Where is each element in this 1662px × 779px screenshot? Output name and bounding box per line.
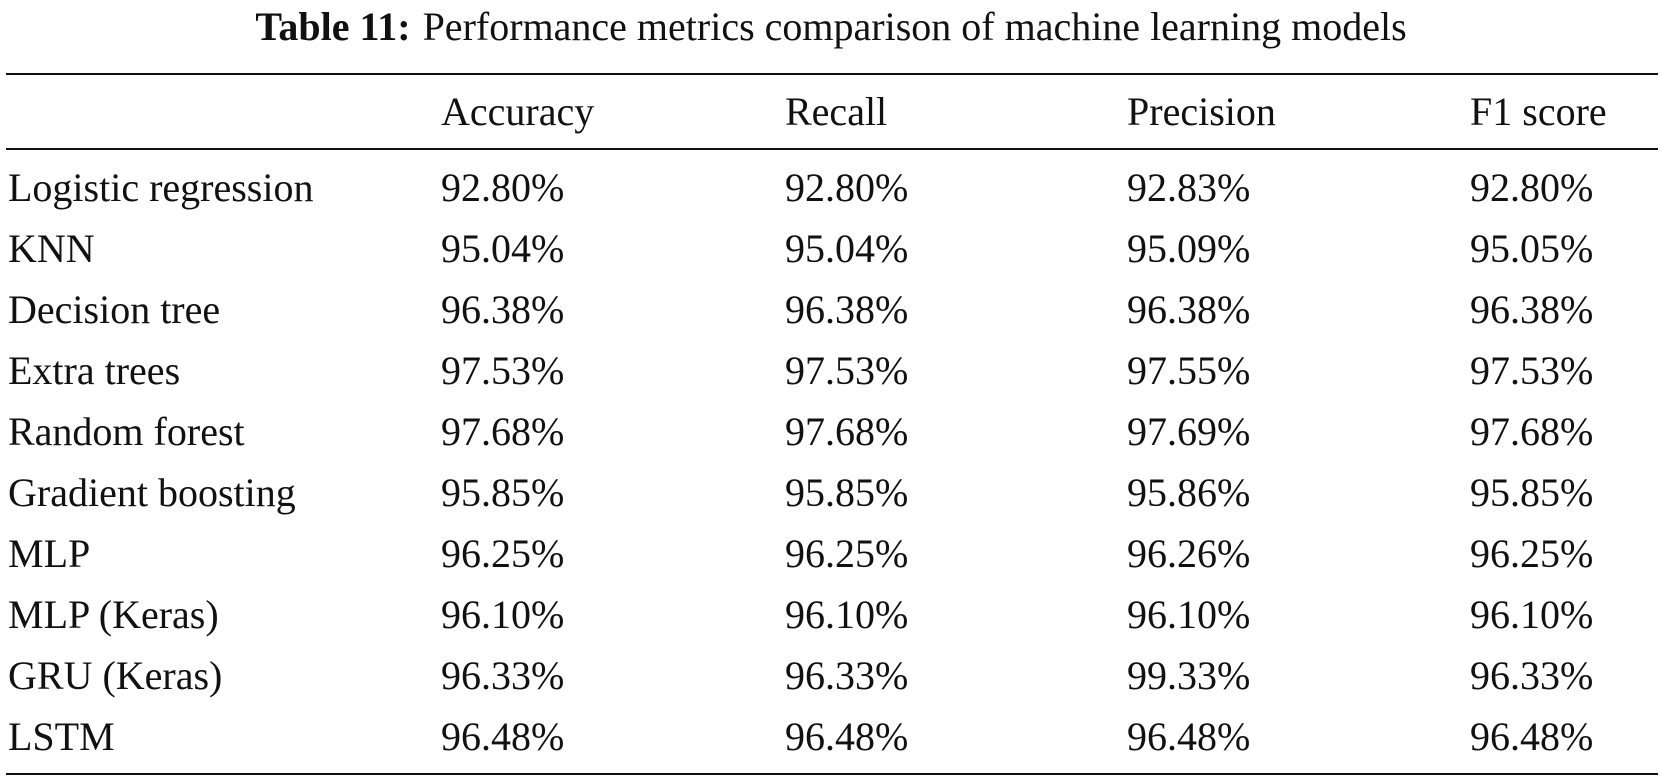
f1-value: 96.33% <box>1470 653 1594 698</box>
recall-value: 96.48% <box>785 714 909 759</box>
accuracy-value: 96.33% <box>441 653 565 698</box>
table-bottom-rule <box>6 773 1658 775</box>
precision-value: 95.86% <box>1127 470 1251 515</box>
f1-value: 92.80% <box>1470 165 1594 210</box>
table-row: Decision tree 96.38% 96.38% 96.38% 96.38… <box>0 280 1662 341</box>
table-caption-text: Performance metrics comparison of machin… <box>422 4 1407 49</box>
recall-value: 95.85% <box>785 470 909 515</box>
model-name: Decision tree <box>8 287 221 332</box>
header-f1-score: F1 score <box>1470 89 1607 134</box>
table-row: KNN 95.04% 95.04% 95.09% 95.05% <box>0 219 1662 280</box>
table-row: LSTM 96.48% 96.48% 96.48% 96.48% <box>0 707 1662 768</box>
precision-value: 97.69% <box>1127 409 1251 454</box>
model-name: MLP (Keras) <box>8 592 219 637</box>
accuracy-value: 96.48% <box>441 714 565 759</box>
table-row: Gradient boosting 95.85% 95.85% 95.86% 9… <box>0 463 1662 524</box>
precision-value: 96.38% <box>1127 287 1251 332</box>
model-name: Extra trees <box>8 348 181 393</box>
table-top-rule <box>6 73 1658 75</box>
model-name: KNN <box>8 226 95 271</box>
f1-value: 95.85% <box>1470 470 1594 515</box>
accuracy-value: 97.68% <box>441 409 565 454</box>
accuracy-value: 95.04% <box>441 226 565 271</box>
table-header-row: Accuracy Recall Precision F1 score <box>0 77 1662 147</box>
accuracy-value: 96.38% <box>441 287 565 332</box>
table-row: Random forest 97.68% 97.68% 97.69% 97.68… <box>0 402 1662 463</box>
recall-value: 97.68% <box>785 409 909 454</box>
precision-value: 97.55% <box>1127 348 1251 393</box>
model-name: LSTM <box>8 714 115 759</box>
recall-value: 96.10% <box>785 592 909 637</box>
accuracy-value: 96.25% <box>441 531 565 576</box>
recall-value: 95.04% <box>785 226 909 271</box>
f1-value: 97.53% <box>1470 348 1594 393</box>
f1-value: 96.38% <box>1470 287 1594 332</box>
table-row: MLP 96.25% 96.25% 96.26% 96.25% <box>0 524 1662 585</box>
model-name: Random forest <box>8 409 245 454</box>
table-row: MLP (Keras) 96.10% 96.10% 96.10% 96.10% <box>0 585 1662 646</box>
f1-value: 96.25% <box>1470 531 1594 576</box>
f1-value: 95.05% <box>1470 226 1594 271</box>
model-name: Gradient boosting <box>8 470 296 515</box>
precision-value: 92.83% <box>1127 165 1251 210</box>
table-header-rule <box>6 148 1658 150</box>
accuracy-value: 92.80% <box>441 165 565 210</box>
recall-value: 96.25% <box>785 531 909 576</box>
precision-value: 99.33% <box>1127 653 1251 698</box>
header-precision: Precision <box>1127 89 1276 134</box>
accuracy-value: 95.85% <box>441 470 565 515</box>
table-caption-label: Table 11: <box>255 4 411 49</box>
model-name: Logistic regression <box>8 165 314 210</box>
header-recall: Recall <box>785 89 888 134</box>
table-caption: Table 11: Performance metrics comparison … <box>0 0 1662 66</box>
table-row: Logistic regression 92.80% 92.80% 92.83%… <box>0 158 1662 219</box>
table-body: Logistic regression 92.80% 92.80% 92.83%… <box>0 158 1662 768</box>
f1-value: 97.68% <box>1470 409 1594 454</box>
model-name: GRU (Keras) <box>8 653 223 698</box>
model-name: MLP <box>8 531 91 576</box>
table-row: GRU (Keras) 96.33% 96.33% 99.33% 96.33% <box>0 646 1662 707</box>
recall-value: 96.33% <box>785 653 909 698</box>
f1-value: 96.48% <box>1470 714 1594 759</box>
accuracy-value: 96.10% <box>441 592 565 637</box>
f1-value: 96.10% <box>1470 592 1594 637</box>
table-row: Extra trees 97.53% 97.53% 97.55% 97.53% <box>0 341 1662 402</box>
recall-value: 96.38% <box>785 287 909 332</box>
precision-value: 95.09% <box>1127 226 1251 271</box>
precision-value: 96.26% <box>1127 531 1251 576</box>
header-accuracy: Accuracy <box>441 89 595 134</box>
precision-value: 96.48% <box>1127 714 1251 759</box>
precision-value: 96.10% <box>1127 592 1251 637</box>
accuracy-value: 97.53% <box>441 348 565 393</box>
recall-value: 97.53% <box>785 348 909 393</box>
recall-value: 92.80% <box>785 165 909 210</box>
